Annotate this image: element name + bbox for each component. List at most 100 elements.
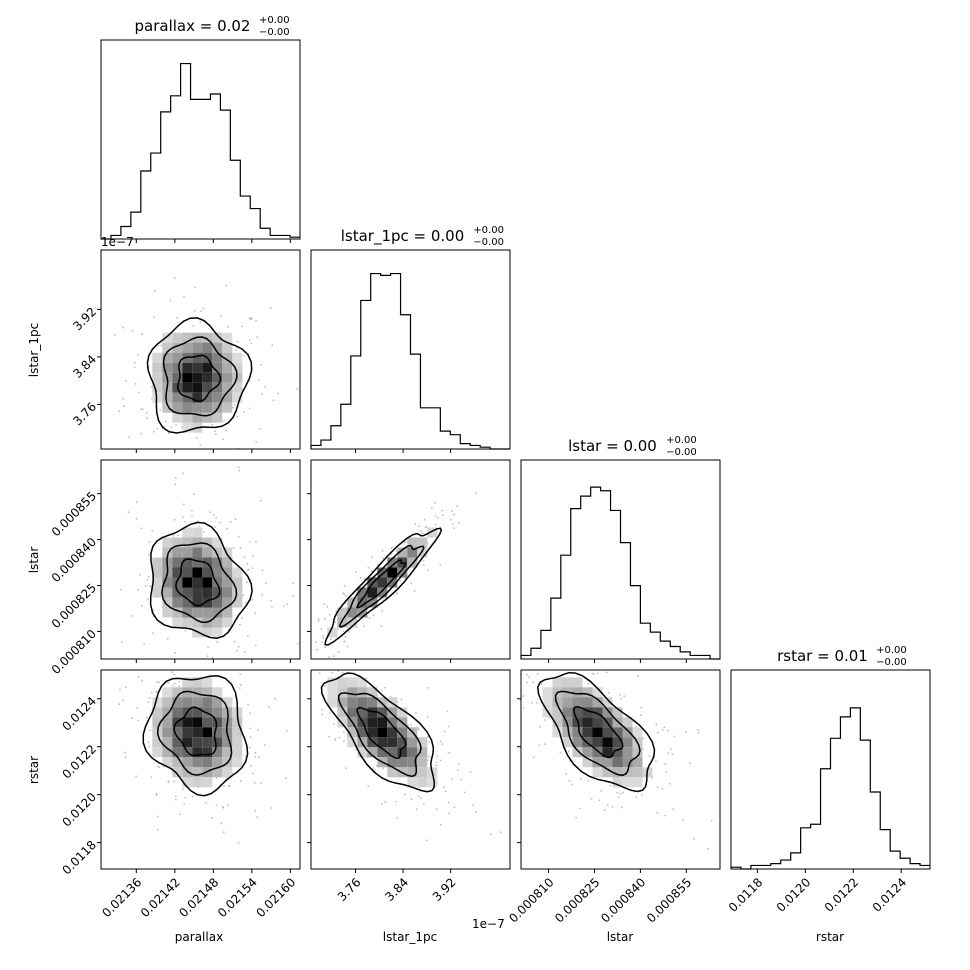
density-cell <box>172 567 183 578</box>
density-panel-parallax-lstar_1pc <box>100 249 301 459</box>
sample-point <box>517 716 519 718</box>
sample-point <box>689 762 691 765</box>
y-tick-label: 0.0124 <box>59 694 99 734</box>
sample-point <box>222 457 224 459</box>
density-cell <box>172 587 183 598</box>
density-cell <box>222 392 233 403</box>
sample-point <box>540 683 543 685</box>
sample-point <box>322 637 325 640</box>
density-cell <box>357 697 368 708</box>
y-axis-label-lstar: lstar <box>27 547 41 574</box>
sample-point <box>249 727 252 730</box>
sample-point <box>348 631 350 633</box>
sample-point <box>184 520 187 523</box>
density-cell <box>192 617 203 628</box>
sample-point <box>321 713 324 716</box>
sample-point <box>405 541 407 543</box>
density-cell <box>377 577 388 588</box>
x-axis-label-parallax: parallax <box>175 930 223 944</box>
contour-line <box>146 317 253 434</box>
sample-point <box>657 731 659 734</box>
density-cell <box>192 382 203 393</box>
sample-point <box>342 630 345 632</box>
density-cell <box>182 607 193 618</box>
density-cell <box>162 697 173 708</box>
sample-point <box>568 760 571 763</box>
sample-point <box>328 613 331 616</box>
density-cell <box>222 767 233 778</box>
sample-point <box>324 646 327 649</box>
sample-point <box>246 581 248 584</box>
density-cell <box>232 352 243 363</box>
density-cell <box>222 342 233 353</box>
sample-point <box>182 516 185 519</box>
panel-frame <box>100 669 301 870</box>
density-cell <box>602 737 613 748</box>
sample-point <box>587 779 590 782</box>
density-cell <box>212 697 223 708</box>
sample-point <box>125 686 127 689</box>
density-cell <box>212 382 223 393</box>
sample-point <box>320 627 323 630</box>
density-cell <box>192 587 203 598</box>
sample-point <box>194 286 197 289</box>
sample-point <box>261 594 264 597</box>
sample-point <box>150 585 152 588</box>
density-cell <box>212 747 223 758</box>
sample-point <box>219 315 222 318</box>
density-cell <box>347 677 358 688</box>
sample-point <box>182 788 184 791</box>
density-cell <box>357 707 368 718</box>
density-cell <box>377 567 388 578</box>
density-cell <box>202 402 213 413</box>
density-cell <box>592 727 603 738</box>
sample-point <box>135 501 138 504</box>
density-cell <box>222 382 233 393</box>
sample-point <box>215 516 218 519</box>
x-tick-label: 0.02148 <box>176 875 221 920</box>
density-cell <box>222 617 233 628</box>
x-tick-label: 0.000855 <box>644 875 694 925</box>
density-cell <box>377 737 388 748</box>
sample-point <box>200 310 203 313</box>
sample-point <box>271 606 273 608</box>
sample-point <box>156 828 159 831</box>
density-cell <box>202 412 213 423</box>
sample-point <box>623 695 626 698</box>
sample-point <box>457 769 459 772</box>
sample-point <box>160 344 163 347</box>
sample-point <box>246 569 249 572</box>
sample-point <box>371 570 373 572</box>
density-cell <box>572 737 583 748</box>
sample-point <box>315 641 318 643</box>
density-cell <box>192 342 203 353</box>
density-cell <box>407 767 418 778</box>
sample-point <box>241 617 243 620</box>
density-cell <box>357 727 368 738</box>
density-cell <box>202 717 213 728</box>
density-cell <box>222 697 233 708</box>
histogram-step-parallax <box>101 62 300 240</box>
panel-frame <box>310 459 511 660</box>
title-lower-error: −0.00 <box>666 447 697 458</box>
density-cell <box>162 687 173 698</box>
density-cell <box>192 547 203 558</box>
sample-point <box>114 334 116 336</box>
sample-point <box>404 577 407 579</box>
sample-point <box>420 530 422 532</box>
sample-point <box>334 738 337 740</box>
sample-point <box>322 635 324 637</box>
title-upper-error: +0.00 <box>666 435 697 446</box>
density-cell <box>212 587 223 598</box>
sample-point <box>215 777 218 779</box>
sample-point <box>578 807 581 810</box>
sample-point <box>335 610 337 613</box>
density-cell <box>152 352 163 363</box>
density-cell <box>632 767 643 778</box>
density-cell <box>232 727 243 738</box>
density-cell <box>182 767 193 778</box>
sample-point <box>156 815 159 818</box>
sample-point <box>251 598 254 601</box>
sample-point <box>214 526 216 528</box>
density-cell <box>152 577 163 588</box>
